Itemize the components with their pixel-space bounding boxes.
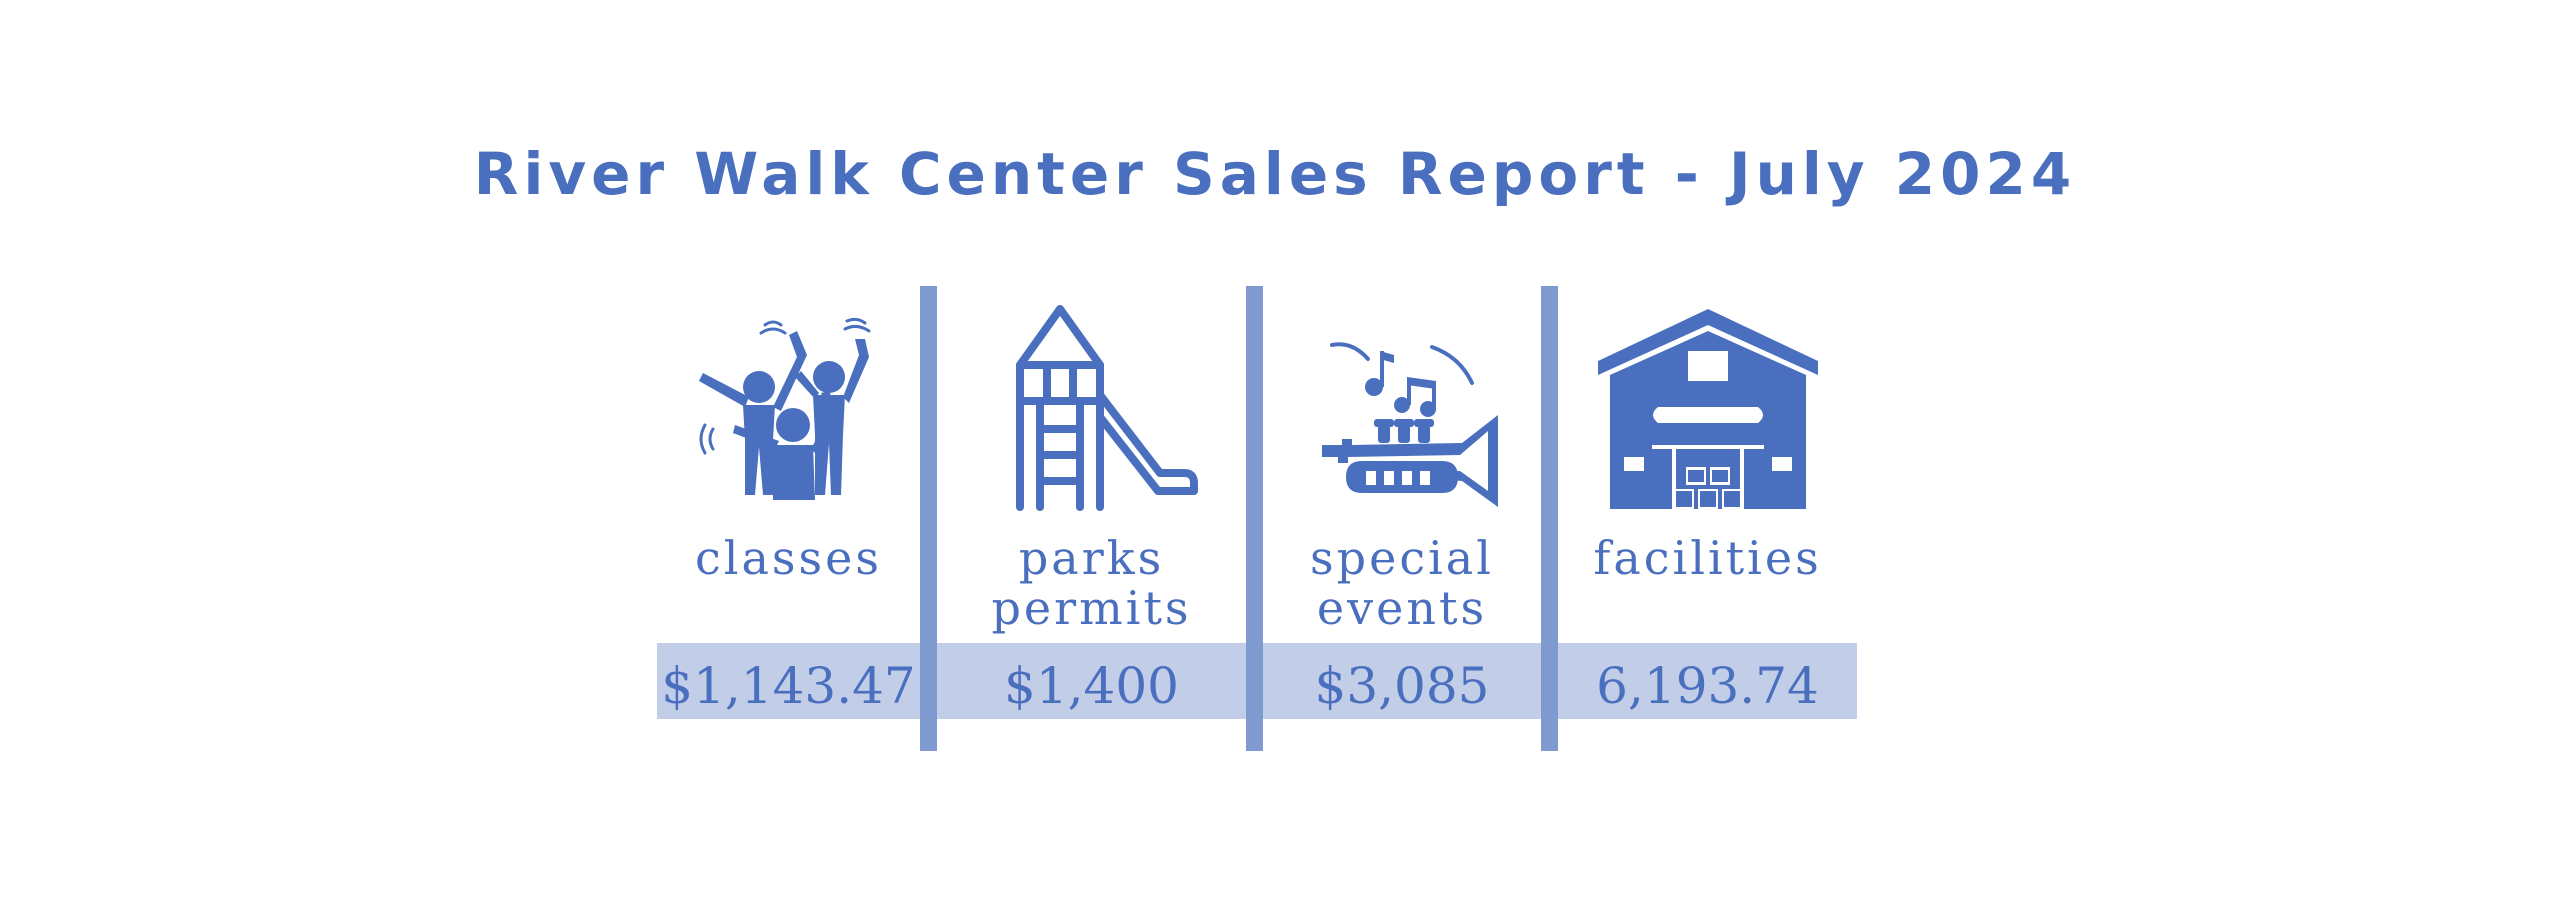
building-icon	[1588, 295, 1828, 515]
trumpet-music-icon	[1282, 295, 1522, 515]
value-label: $1,400	[1004, 657, 1179, 715]
category-facilities: facilities 6,193.74	[1558, 295, 1857, 735]
value-label: $1,143.47	[661, 657, 916, 715]
playground-slide-icon	[972, 295, 1212, 515]
category-label: special events	[1310, 531, 1494, 635]
value-label: $3,085	[1314, 657, 1490, 715]
category-label: facilities	[1593, 531, 1822, 585]
value-label: 6,193.74	[1596, 657, 1819, 715]
category-parks-permits: parks permits $1,400	[937, 295, 1246, 735]
category-classes: classes $1,143.47	[657, 295, 920, 735]
column-divider	[1541, 286, 1558, 751]
people-dancing-icon	[669, 295, 909, 515]
column-divider	[920, 286, 937, 751]
chart-title: River Walk Center Sales Report - July 20…	[473, 140, 2077, 208]
category-label: classes	[695, 531, 882, 585]
category-special-events: special events $3,085	[1263, 295, 1541, 735]
category-label: parks permits	[991, 531, 1192, 635]
column-divider	[1246, 286, 1263, 751]
